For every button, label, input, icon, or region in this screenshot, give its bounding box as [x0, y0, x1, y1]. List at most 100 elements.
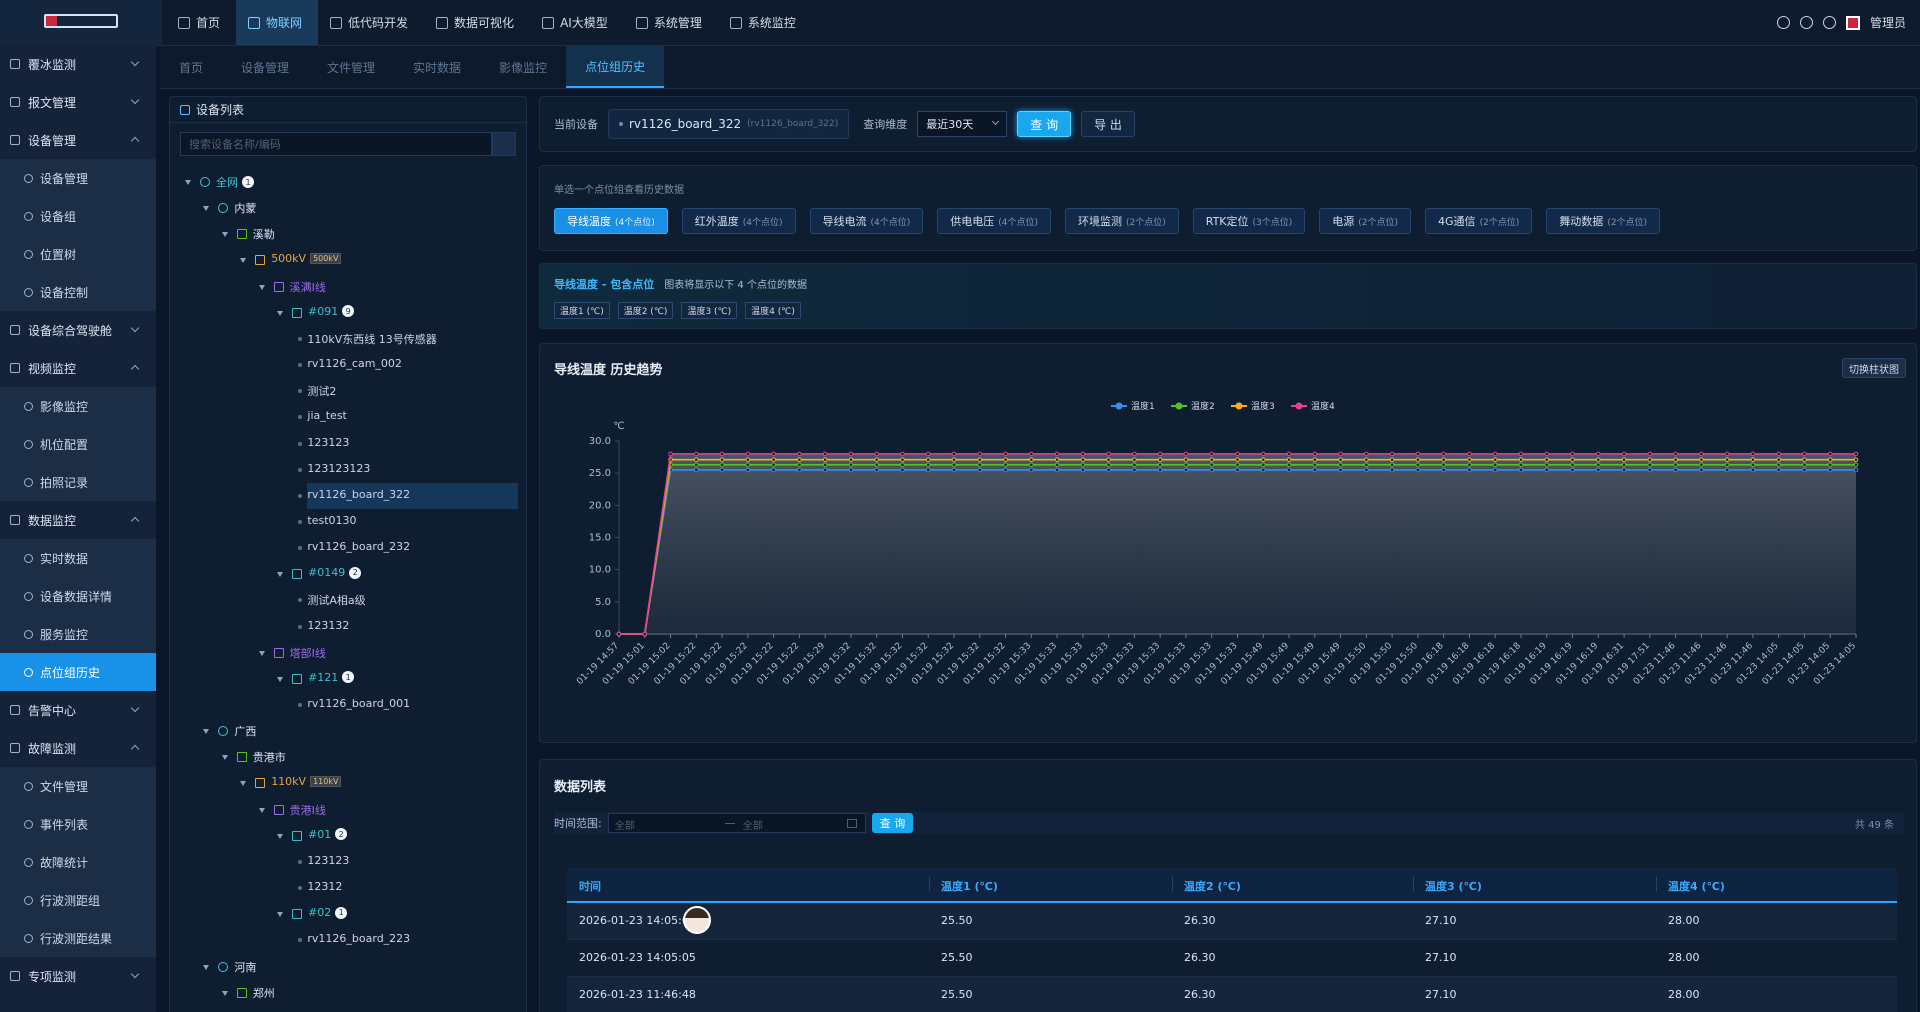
group-button[interactable]: 4G通信(2个点位) — [1425, 208, 1532, 234]
menu-item[interactable]: 故障统计 — [0, 843, 156, 881]
tree-node[interactable] — [174, 378, 518, 404]
menu-group[interactable]: 故障监测 — [0, 729, 156, 767]
menu-item[interactable]: 点位组历史 — [0, 653, 156, 691]
group-button[interactable]: 环境监测(2个点位) — [1065, 208, 1179, 234]
group-button[interactable]: 红外温度(4个点位) — [682, 208, 796, 234]
node-label[interactable]: 全网1 — [216, 174, 254, 190]
node-label[interactable]: 贵港市 — [253, 749, 286, 765]
node-label[interactable]: 12312 — [307, 880, 342, 893]
menu-item[interactable]: 事件列表 — [0, 805, 156, 843]
node-label[interactable]: 溪满I线 — [290, 279, 326, 295]
group-button[interactable]: 舞动数据(2个点位) — [1546, 208, 1660, 234]
tab[interactable]: 首页 — [160, 46, 222, 88]
menu-group[interactable]: 视频监控 — [0, 349, 156, 387]
node-label[interactable]: 123123 — [307, 436, 349, 449]
menu-group[interactable]: 设备综合驾驶舱 — [0, 311, 156, 349]
tree-node[interactable] — [174, 274, 518, 300]
nav-item[interactable]: 系统监控 — [718, 0, 812, 45]
node-label[interactable]: 123123 — [307, 854, 349, 867]
menu-item[interactable]: 设备组 — [0, 197, 156, 235]
node-label[interactable]: 123123123 — [307, 462, 370, 475]
node-label[interactable]: #0919 — [308, 305, 354, 318]
menu-group[interactable]: 专项监测 — [0, 957, 156, 995]
table-row[interactable]: 2026-01-23 14:05:0525.5026.3027.1028.00 — [567, 903, 1897, 940]
node-label[interactable]: rv1126_board_322 — [307, 488, 410, 501]
menu-item[interactable]: 机位配置 — [0, 425, 156, 463]
table-row[interactable]: 2026-01-23 14:05:0525.5026.3027.1028.00 — [567, 940, 1897, 977]
node-label[interactable]: 测试2 — [307, 383, 336, 399]
node-label[interactable]: rv1126_cam_002 — [307, 357, 402, 370]
menu-item[interactable]: 文件管理 — [0, 767, 156, 805]
menu-item[interactable]: 影像监控 — [0, 387, 156, 425]
node-label[interactable]: 塔部I线 — [290, 645, 326, 661]
nav-item[interactable]: 首页 — [166, 0, 236, 45]
menu-group[interactable]: 设备管理 — [0, 121, 156, 159]
tree-node[interactable] — [174, 247, 518, 273]
node-label[interactable]: rv1126_board_001 — [307, 697, 410, 710]
node-label[interactable]: 河南 — [234, 959, 256, 975]
node-label[interactable]: test0130 — [307, 514, 356, 527]
menu-item[interactable]: 拍照记录 — [0, 463, 156, 501]
tree-node[interactable] — [174, 875, 518, 901]
node-label[interactable]: 贵港I线 — [290, 802, 326, 818]
node-label[interactable]: #1211 — [308, 671, 354, 684]
translate-icon[interactable] — [1823, 16, 1836, 29]
group-button[interactable]: 电源(2个点位) — [1319, 208, 1411, 234]
group-button[interactable]: RTK定位(3个点位) — [1193, 208, 1306, 234]
menu-item[interactable]: 行波测距组 — [0, 881, 156, 919]
node-label[interactable]: 广西 — [234, 723, 256, 739]
menu-group[interactable]: 数据监控 — [0, 501, 156, 539]
node-label[interactable]: 溪勒 — [253, 226, 275, 242]
menu-item[interactable]: 位置树 — [0, 235, 156, 273]
range-select[interactable]: 最近30天 — [917, 111, 1007, 137]
bell-icon[interactable] — [1800, 16, 1813, 29]
node-label[interactable]: rv1126_board_223 — [307, 932, 410, 945]
menu-group[interactable]: 报文管理 — [0, 83, 156, 121]
export-button[interactable]: 导 出 — [1081, 111, 1135, 137]
group-button[interactable]: 导线电流(4个点位) — [810, 208, 924, 234]
range-picker[interactable]: 全部全部 — [608, 813, 866, 833]
menu-group[interactable]: 覆冰监测 — [0, 45, 156, 83]
search-icon[interactable] — [1777, 16, 1790, 29]
menu-item[interactable]: 服务监控 — [0, 615, 156, 653]
tab[interactable]: 设备管理 — [222, 46, 308, 88]
tab[interactable]: 影像监控 — [480, 46, 566, 88]
search-button[interactable]: 查 询 — [1017, 111, 1071, 137]
node-label[interactable]: jia_test — [307, 409, 346, 422]
node-label[interactable]: 内蒙 — [234, 200, 256, 216]
menu-item[interactable]: 设备数据详情 — [0, 577, 156, 615]
search-input[interactable]: 搜索设备名称/编码 — [180, 132, 492, 156]
table-row[interactable]: 2026-01-23 11:46:4825.5026.3027.1028.00 — [567, 977, 1897, 1012]
search-button[interactable] — [492, 132, 516, 156]
switch-button[interactable]: 切换柱状图 — [1842, 358, 1906, 378]
node-label[interactable]: #021 — [308, 906, 347, 919]
tree-node[interactable] — [174, 770, 518, 796]
menu-item[interactable]: 设备控制 — [0, 273, 156, 311]
menu-group[interactable]: 告警中心 — [0, 691, 156, 729]
group-button[interactable]: 供电电压(4个点位) — [937, 208, 1051, 234]
node-label[interactable]: 110kV110kV — [271, 775, 341, 788]
nav-item[interactable]: 物联网 — [236, 0, 318, 45]
group-button[interactable]: 导线温度(4个点位) — [554, 208, 668, 234]
menu-item[interactable]: 行波测距结果 — [0, 919, 156, 957]
node-label[interactable]: rv1126_board_232 — [307, 540, 410, 553]
menu-item[interactable]: 设备管理 — [0, 159, 156, 197]
assistant-avatar[interactable] — [683, 906, 711, 934]
tab[interactable]: 点位组历史 — [566, 46, 664, 88]
nav-item[interactable]: 低代码开发 — [318, 0, 424, 45]
node-label[interactable]: 110kV东西线 13号传感器 — [307, 331, 436, 347]
menu-item[interactable]: 实时数据 — [0, 539, 156, 577]
tree-node[interactable] — [174, 797, 518, 823]
node-label[interactable]: 郑州 — [253, 985, 275, 1001]
tab[interactable]: 文件管理 — [308, 46, 394, 88]
nav-item[interactable]: AI大模型 — [530, 0, 624, 45]
node-label[interactable]: 123132 — [307, 619, 349, 632]
nav-item[interactable]: 系统管理 — [624, 0, 718, 45]
node-label[interactable]: #012 — [308, 828, 347, 841]
tab[interactable]: 实时数据 — [394, 46, 480, 88]
search-button[interactable]: 查 询 — [872, 813, 914, 833]
tree-node[interactable] — [174, 640, 518, 666]
node-label[interactable]: 500kV500kV — [271, 252, 341, 265]
nav-item[interactable]: 数据可视化 — [424, 0, 530, 45]
node-label[interactable]: 测试A相a级 — [307, 592, 365, 608]
